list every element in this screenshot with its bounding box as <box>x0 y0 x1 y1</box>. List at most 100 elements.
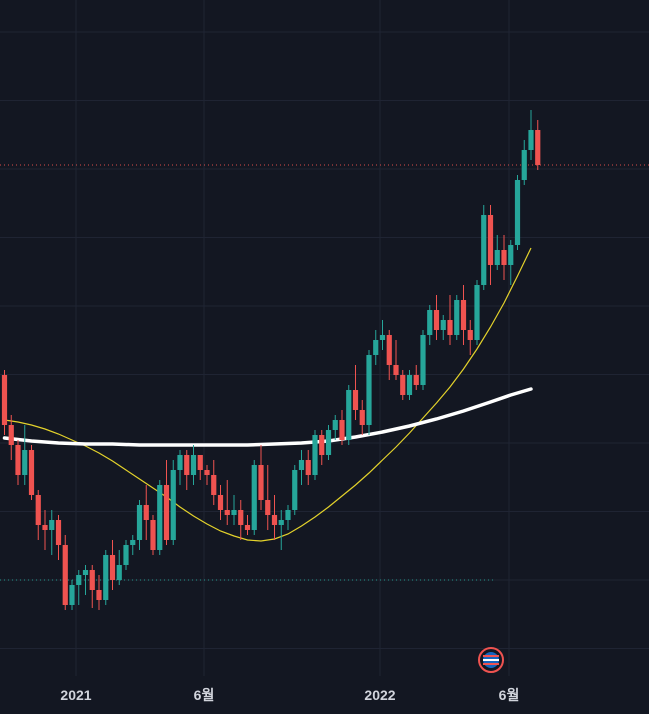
candle <box>217 485 224 520</box>
candle-body <box>440 320 446 330</box>
candle-body <box>49 520 55 530</box>
candle <box>352 365 359 420</box>
candle-body <box>305 460 311 475</box>
candle <box>305 450 311 485</box>
candle <box>109 540 116 590</box>
candle <box>366 350 372 435</box>
candle-body <box>244 525 251 530</box>
candle-body <box>96 590 102 600</box>
candle-body <box>238 510 244 525</box>
candle <box>359 400 365 435</box>
candle-body <box>143 505 149 520</box>
candle <box>170 460 176 545</box>
candle-body <box>22 450 28 475</box>
candle <box>481 205 487 290</box>
candle-body <box>433 310 440 330</box>
candle-body <box>285 510 291 520</box>
candle-body <box>427 310 433 335</box>
candle-body <box>197 455 203 470</box>
candle <box>258 445 264 510</box>
candle-body <box>447 320 453 335</box>
candle-body <box>35 495 41 525</box>
candle <box>1 370 8 435</box>
candle-body <box>521 150 527 180</box>
candle-body <box>271 515 278 525</box>
candle-body <box>55 520 62 545</box>
candle-body <box>170 470 176 540</box>
candle-body <box>251 465 257 530</box>
candle <box>528 110 534 160</box>
candle <box>440 315 446 340</box>
price-lines <box>0 164 649 581</box>
candle <box>150 515 156 555</box>
candle-body <box>494 250 500 265</box>
candle <box>96 575 102 610</box>
candle-body <box>258 465 264 500</box>
candle <box>22 425 28 485</box>
candle-body <box>109 555 116 580</box>
candle-body <box>116 565 122 580</box>
candle <box>339 410 345 445</box>
candle-body <box>130 540 136 545</box>
candle <box>535 120 541 170</box>
moving-averages <box>2 247 533 542</box>
candle <box>42 510 48 550</box>
candle-body <box>467 330 473 340</box>
candle <box>379 320 386 350</box>
candle-body <box>1 375 8 425</box>
candle-body <box>62 545 68 605</box>
candle <box>163 460 170 545</box>
candle <box>508 240 514 285</box>
candle-body <box>103 555 109 600</box>
candle <box>8 415 14 460</box>
candle <box>143 485 149 540</box>
x-tick-label: 2022 <box>364 687 395 703</box>
candle-body <box>278 520 284 525</box>
candle-body <box>28 450 35 495</box>
x-tick-label: 2021 <box>60 687 91 703</box>
candle <box>514 175 521 250</box>
candle-body <box>8 425 14 445</box>
candle-body <box>292 470 298 510</box>
candle-body <box>481 215 487 285</box>
ma-fast-line <box>4 247 532 542</box>
candle <box>467 320 473 355</box>
candle-body <box>265 500 271 515</box>
candle <box>190 445 197 485</box>
candle-body <box>352 390 359 410</box>
candle-body <box>413 375 419 385</box>
candle-body <box>150 520 156 550</box>
candle-body <box>15 445 21 475</box>
candle <box>123 540 129 570</box>
candle <box>298 450 305 485</box>
candle <box>103 550 109 605</box>
candle <box>62 535 68 610</box>
candle <box>393 340 399 380</box>
candle <box>224 480 230 525</box>
candle-body <box>217 495 224 510</box>
candle-body <box>420 335 426 385</box>
candle-body <box>224 510 230 515</box>
candle <box>130 535 136 555</box>
candle-body <box>460 300 467 330</box>
candle <box>521 140 527 185</box>
candle-body <box>184 455 190 475</box>
candle <box>494 235 500 270</box>
candle <box>211 460 217 505</box>
candle <box>76 570 82 605</box>
candle-body <box>454 300 460 335</box>
candle <box>325 425 332 460</box>
candle <box>278 510 284 550</box>
candle <box>386 330 392 380</box>
candle <box>319 430 325 465</box>
candle <box>312 430 318 480</box>
us-flag-event-icon[interactable] <box>478 647 504 673</box>
candle <box>197 455 203 480</box>
candle <box>28 445 35 500</box>
candle-body <box>190 455 197 475</box>
candle-body <box>136 505 143 540</box>
candle <box>420 330 426 390</box>
candle-body <box>393 365 399 375</box>
